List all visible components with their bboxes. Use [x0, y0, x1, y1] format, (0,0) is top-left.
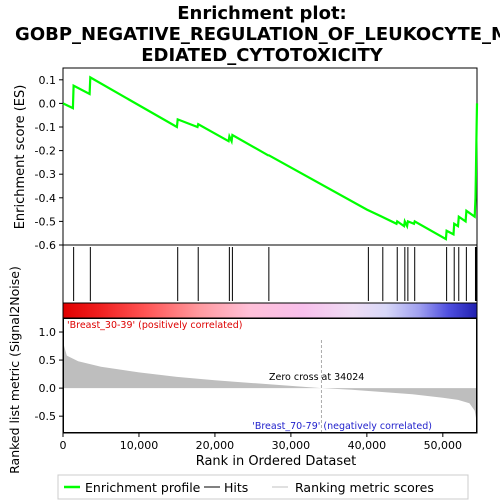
x-axis-label: Rank in Ordered Dataset	[196, 454, 357, 469]
ranking-panel-border	[63, 318, 477, 433]
es-y-tick-label: -0.3	[35, 168, 56, 181]
ranking-y-ticks: 1.0 0.5 0.0 -0.5	[35, 326, 63, 423]
ranking-y-tick-label: 0.5	[39, 354, 57, 367]
es-y-tick-label: -0.6	[35, 239, 56, 252]
es-y-axis-label: Enrichment score (ES)	[13, 85, 28, 230]
hits-panel	[62, 244, 478, 304]
es-y-tick-label: -0.5	[35, 215, 56, 228]
es-y-ticks: 0.1 0.0 -0.1 -0.2 -0.3 -0.4 -0.5 -0.6	[35, 74, 63, 252]
enrichment-profile-line	[62, 75, 479, 241]
legend-label-ranking: Ranking metric scores	[295, 480, 434, 495]
x-tick-label: 10,000	[120, 439, 159, 452]
ranking-y-tick-label: 0.0	[39, 382, 57, 395]
legend-label-enrichment: Enrichment profile	[85, 480, 201, 495]
hit-lines	[73, 247, 478, 301]
es-y-tick-label: -0.4	[35, 192, 56, 205]
es-panel: 0.1 0.0 -0.1 -0.2 -0.3 -0.4 -0.5 -0.6	[35, 67, 479, 252]
chart-title-line-3: EDIATED_CYTOTOXICITY	[141, 45, 384, 66]
x-tick-label: 0	[60, 439, 67, 452]
positive-correlation-label: 'Breast_30-39' (positively correlated)	[67, 320, 243, 331]
x-tick-label: 50,000	[424, 439, 463, 452]
ranking-y-tick-label: 1.0	[39, 326, 57, 339]
zero-cross-label: Zero cross at 34024	[269, 372, 364, 383]
x-tick-label: 40,000	[348, 439, 387, 452]
chart-title-line-1: Enrichment plot:	[177, 3, 347, 24]
es-y-tick-label: 0.0	[39, 97, 57, 110]
x-axis-ticks: 0 10,000 20,000 30,000 40,000 50,000	[60, 433, 463, 452]
ranking-metric-area	[63, 342, 477, 433]
ranking-y-tick-label: -0.5	[35, 410, 56, 423]
es-y-tick-label: 0.1	[39, 74, 57, 87]
legend-box	[57, 474, 469, 500]
es-y-tick-label: -0.1	[35, 121, 56, 134]
color-bar-gradient	[62, 302, 478, 319]
chart-title-line-2: GOBP_NEGATIVE_REGULATION_OF_LEUKOCYTE_M	[15, 24, 500, 45]
legend: Enrichment profile Hits Ranking metric s…	[57, 474, 469, 500]
legend-label-hits: Hits	[224, 480, 248, 495]
ranking-color-bar	[62, 302, 478, 319]
ranking-metric-panel: 1.0 0.5 0.0 -0.5 'Breast_30-39' (positively…	[35, 317, 478, 434]
negative-correlation-label: 'Breast_70-79' (negatively correlated)	[252, 421, 432, 432]
x-tick-label: 30,000	[272, 439, 311, 452]
x-tick-label: 20,000	[196, 439, 235, 452]
ranking-y-axis-label: Ranked list metric (Signal2Noise)	[7, 266, 22, 474]
es-y-tick-label: -0.2	[35, 145, 56, 158]
